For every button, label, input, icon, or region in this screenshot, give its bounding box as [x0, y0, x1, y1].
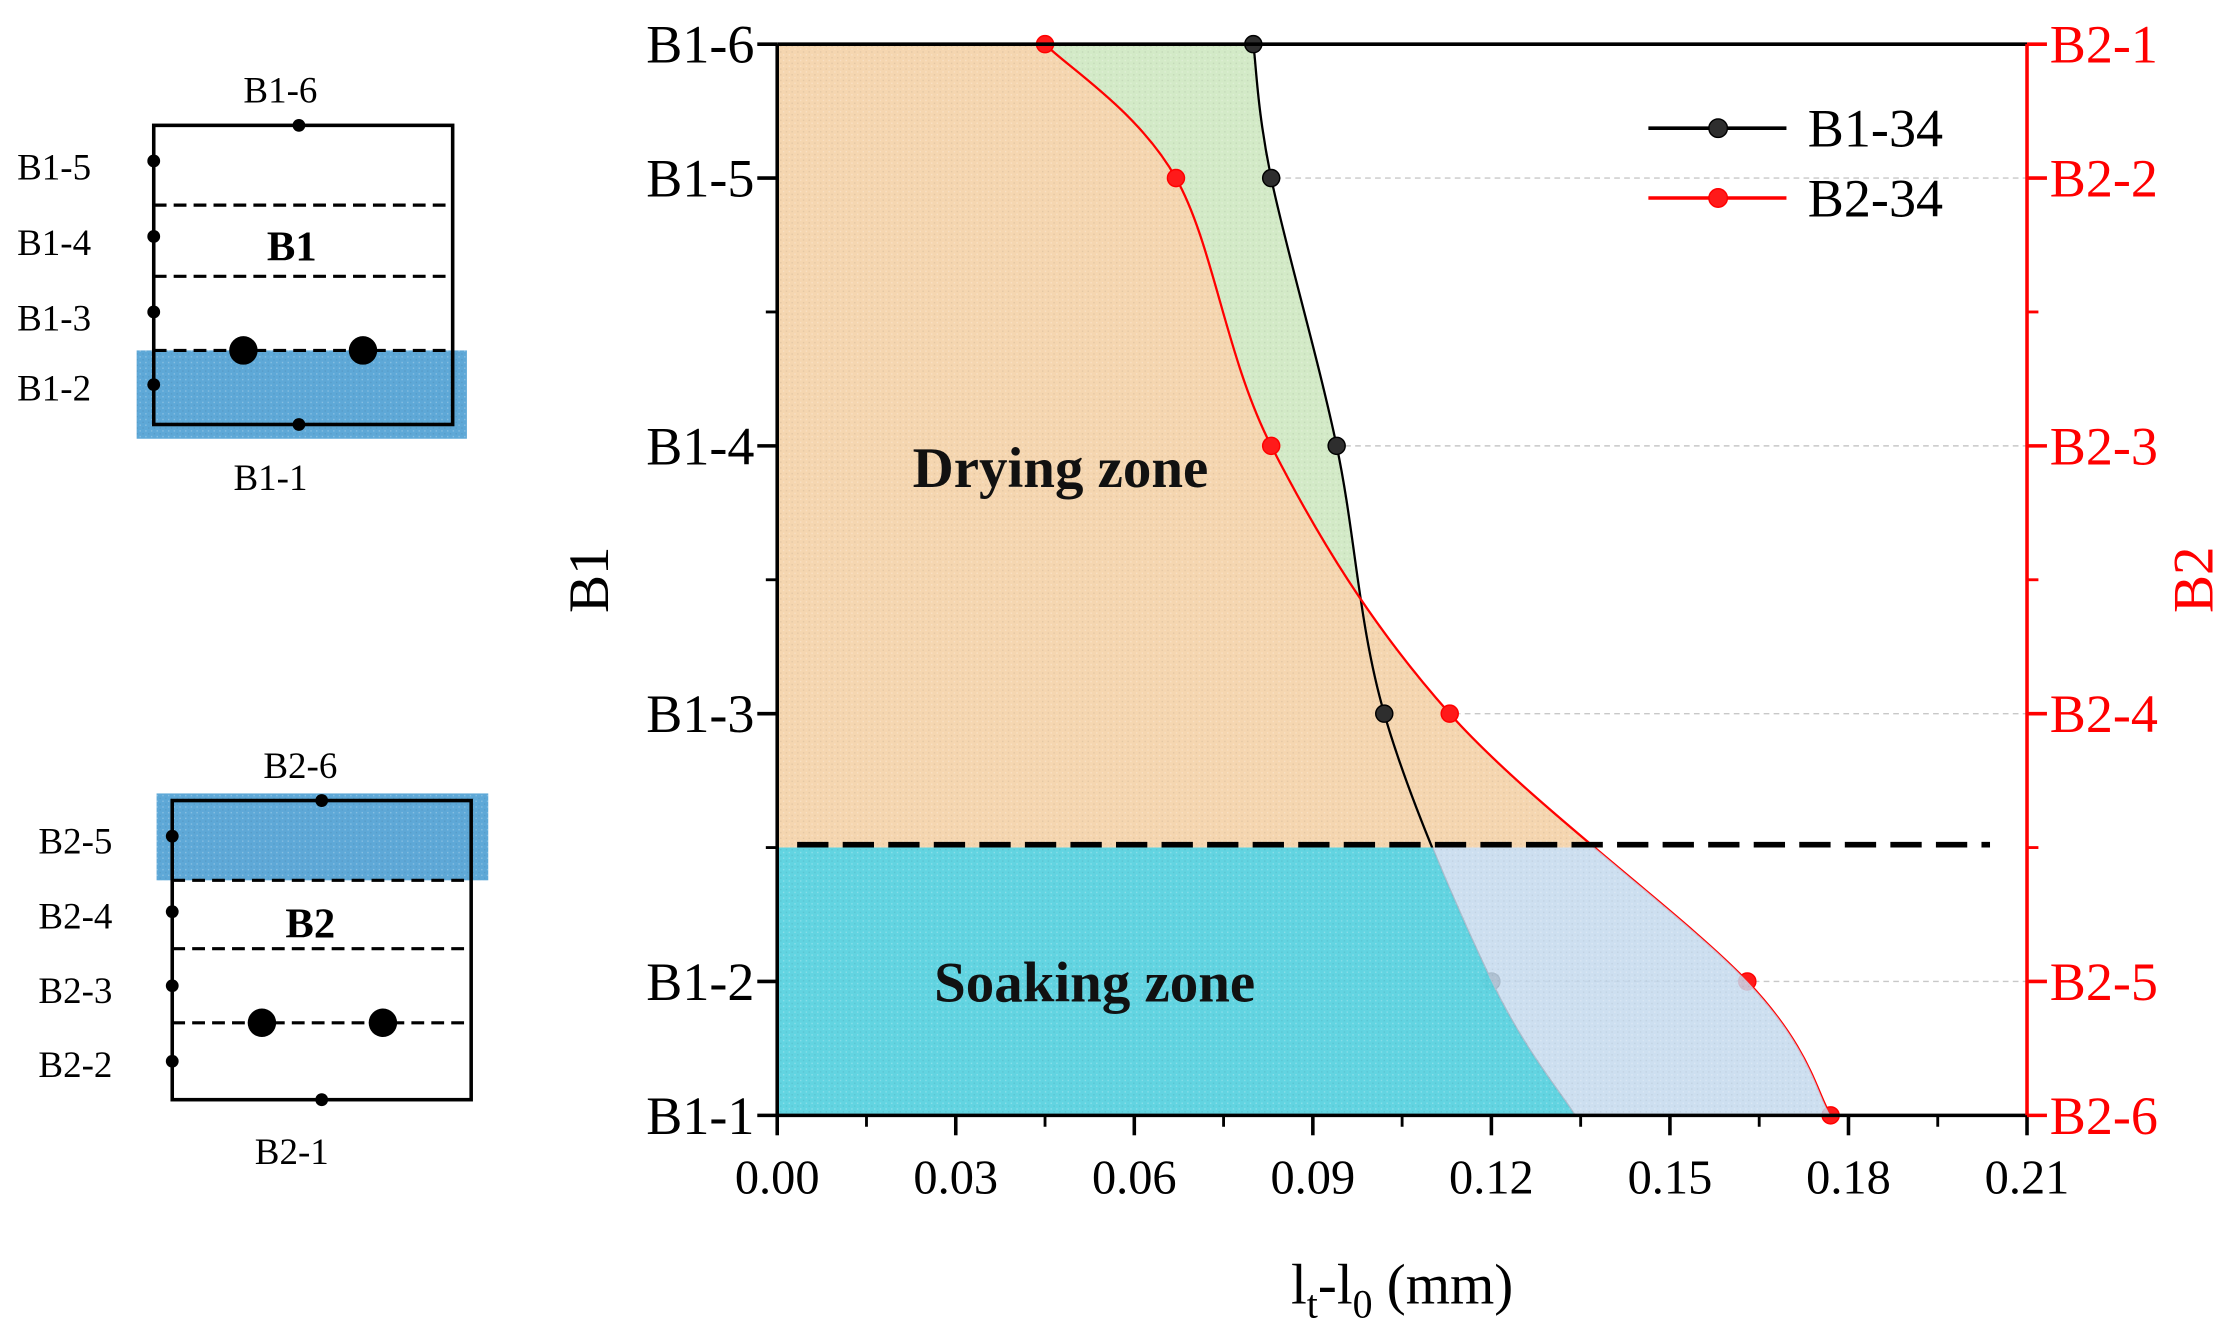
point-b2-34-b2-2 — [1166, 168, 1186, 188]
left-tick-label: B1-6 — [646, 15, 754, 75]
inset-b1-side-label: B1-2 — [17, 368, 91, 409]
inset-b1-sensor-dot — [147, 230, 161, 243]
axes: 0.00 0.03 0.06 0.09 0.12 0.15 0.18 0.21 B1-1 B1-2… — [646, 15, 2158, 1205]
drying-zone-label: Drying zone — [913, 437, 1209, 500]
inset-b1-sensor-dot — [147, 378, 161, 392]
x-tick-label: 0.00 — [735, 1152, 820, 1205]
right-tick-label: B2-6 — [2050, 1086, 2158, 1146]
drying-zone-fills — [777, 44, 1595, 848]
inset-b1-side-label: B1-3 — [17, 298, 91, 339]
inset-b2-side-label: B2-4 — [38, 897, 112, 938]
legend-marker — [1708, 188, 1729, 208]
x-tick-label: 0.03 — [913, 1152, 998, 1205]
x-tick-label: 0.12 — [1449, 1152, 1534, 1205]
inset-b2-side-label: B2-5 — [38, 821, 112, 862]
x-axis-title-part: l — [1291, 1253, 1307, 1316]
inset-b1-sensor-dot — [292, 118, 306, 132]
inset-b2-top-label: B2-6 — [263, 746, 337, 787]
point-b1-34-b1-3 — [1375, 704, 1394, 723]
inset-b2-sensor-dot — [165, 979, 179, 993]
left-tick-label: B1-5 — [646, 149, 754, 209]
legend-label: B1-34 — [1808, 99, 1943, 159]
inset-b1-bottom-label: B1-1 — [233, 458, 307, 499]
inset-b1-sensor-dot — [147, 154, 161, 168]
left-tick-label: B1-2 — [646, 952, 754, 1012]
right-tick-label: B2-2 — [2050, 149, 2158, 209]
x-axis-title-subscript: 0 — [1353, 1282, 1373, 1327]
x-axis-title-subscript: t — [1307, 1282, 1318, 1327]
right-tick-label: B2-5 — [2050, 952, 2158, 1012]
point-b2-34-b2-4 — [1440, 704, 1459, 723]
x-axis-title-part: -l — [1318, 1253, 1353, 1316]
soaking-fill-b1-34 — [777, 847, 1575, 1116]
inset-b2-side-label: B2-3 — [38, 971, 112, 1012]
right-tick-label: B2-1 — [2050, 15, 2158, 75]
legend: B1-34 B2-34 — [1648, 99, 1943, 229]
gridlines — [777, 177, 2028, 983]
inset-b1-top-label: B1-6 — [243, 71, 317, 112]
inset-b1-sensor-dot — [147, 305, 161, 319]
deformation-chart: 0.00 0.03 0.06 0.09 0.12 0.15 0.18 0.21 B1-1 B1-2… — [558, 15, 2225, 1327]
inset-b1-diagram: B1-6 B1-5 B1-4 B1-3 B1-2 B1-1 B1 — [17, 71, 467, 499]
inset-b2-sensor-dot — [315, 1093, 329, 1107]
left-tick-label: B1-3 — [646, 684, 754, 744]
soaking-zone-fills — [777, 847, 1831, 1116]
inset-b2-sensor-dot — [165, 905, 179, 919]
legend-label: B2-34 — [1808, 169, 1943, 229]
inset-b2-sensor-dot — [165, 1054, 179, 1068]
inset-b1-rebar-dot — [229, 336, 258, 365]
inset-b1-side-label: B1-4 — [17, 223, 91, 264]
inset-b2-soaking-highlight — [156, 793, 489, 881]
soaking-zone-label: Soaking zone — [934, 951, 1255, 1014]
point-b2-34-b2-3 — [1261, 436, 1281, 456]
point-b1-34-b1-4 — [1327, 436, 1346, 456]
x-axis-title: lt-l0 (mm) — [1291, 1253, 1513, 1326]
inset-b2-sensor-dot — [165, 829, 179, 843]
left-axis-title: B1 — [558, 547, 621, 613]
x-axis-title-part: (mm) — [1373, 1253, 1514, 1316]
left-tick-label: B1-4 — [646, 416, 754, 476]
inset-b2-diagram: B2-6 B2-5 B2-4 B2-3 B2-2 B2-1 B2 — [38, 746, 489, 1173]
right-tick-label: B2-3 — [2050, 416, 2158, 476]
x-tick-label: 0.15 — [1628, 1152, 1713, 1205]
x-tick-label: 0.21 — [1985, 1152, 2070, 1205]
inset-b1-side-label: B1-5 — [17, 147, 91, 188]
inset-b2-rebar-dot — [368, 1008, 398, 1038]
right-tick-label: B2-4 — [2050, 684, 2158, 744]
left-tick-label: B1-1 — [646, 1086, 754, 1146]
legend-item-b2-34: B2-34 — [1648, 169, 1943, 229]
legend-item-b1-34: B1-34 — [1648, 99, 1943, 159]
x-tick-label: 0.18 — [1806, 1152, 1891, 1205]
inset-b2-bottom-label: B2-1 — [255, 1132, 329, 1173]
point-b1-34-b1-5 — [1261, 168, 1281, 188]
drying-fill-b2-34 — [777, 44, 1595, 848]
inset-b2-title: B2 — [285, 900, 335, 947]
inset-b1-title: B1 — [267, 224, 317, 271]
inset-b2-rebar-dot — [247, 1008, 277, 1038]
inset-b1-sensor-dot — [292, 418, 306, 431]
x-tick-label: 0.06 — [1092, 1152, 1177, 1205]
right-axis-title: B2 — [2162, 547, 2225, 613]
inset-b1-rebar-dot — [348, 336, 378, 365]
legend-marker — [1708, 118, 1729, 139]
inset-b2-sensor-dot — [315, 794, 329, 807]
inset-b2-side-label: B2-2 — [38, 1045, 112, 1086]
x-tick-label: 0.09 — [1271, 1152, 1356, 1205]
